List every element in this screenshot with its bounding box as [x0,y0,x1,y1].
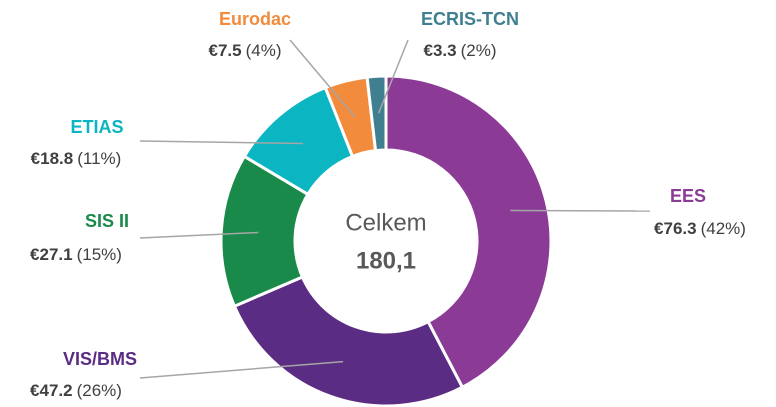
share-label: (4%) [246,41,282,60]
value-label: €3.3 [424,41,457,60]
value-label: €76.3 [654,219,697,238]
leader-line [139,231,259,239]
share-label: (2%) [461,41,497,60]
slice-value: €7.5 (4%) [209,41,282,60]
value-label: €18.8 [31,149,74,168]
total-label: 180,1 [356,247,416,274]
leader-line [289,39,356,118]
share-label: (11%) [77,149,121,168]
slice-name: EES [670,186,706,206]
share-label: (26%) [77,381,122,400]
value-label: €47.2 [30,381,73,400]
slice-name: SIS II [85,211,129,231]
donut-slice [365,74,388,153]
slice-value: €3.3 (2%) [424,41,497,60]
value-label: €27.1 [30,245,73,264]
slice-name: ETIAS [70,117,123,137]
share-label: (15%) [77,245,122,264]
slice-value: €47.2 (26%) [30,381,122,400]
slice-value: €18.8 (11%) [31,149,122,168]
share-label: (42%) [701,219,746,238]
slice-name: Eurodac [219,9,291,29]
leader-line [139,140,304,145]
slice-value: €27.1 (15%) [30,245,122,264]
center-label: Celkem [345,209,426,236]
leader-line [377,39,409,114]
slice-name: VIS/BMS [63,349,137,369]
value-label: €7.5 [209,41,242,60]
leader-line [139,360,344,379]
slice-name: ECRIS-TCN [421,9,519,29]
donut-slice [384,74,553,390]
slice-value: €76.3 (42%) [654,219,746,238]
donut-slice [232,274,465,407]
